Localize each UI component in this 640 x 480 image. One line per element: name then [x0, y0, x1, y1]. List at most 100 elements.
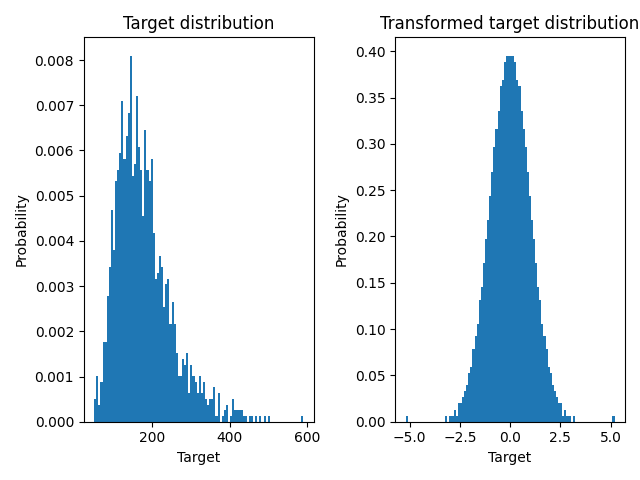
Bar [111, 210, 113, 422]
Bar [205, 399, 207, 422]
Bar [168, 279, 170, 422]
Bar [566, 416, 568, 422]
Bar [107, 296, 109, 422]
Bar [485, 239, 487, 422]
Bar [516, 80, 518, 422]
Bar [552, 385, 554, 422]
Bar [172, 301, 173, 422]
Bar [406, 416, 408, 422]
Bar [460, 403, 462, 422]
Bar [462, 397, 464, 422]
Bar [487, 220, 489, 422]
Bar [115, 181, 117, 422]
Bar [264, 416, 266, 422]
Bar [207, 405, 209, 422]
Title: Target distribution: Target distribution [123, 15, 275, 33]
Bar [445, 416, 447, 422]
Bar [173, 324, 176, 422]
Bar [508, 56, 510, 422]
Bar [477, 324, 479, 422]
Bar [213, 387, 216, 422]
Bar [150, 158, 153, 422]
Bar [474, 336, 477, 422]
Bar [153, 233, 155, 422]
Bar [259, 416, 261, 422]
Bar [495, 129, 497, 422]
Bar [548, 367, 550, 422]
Bar [244, 416, 247, 422]
Bar [236, 410, 239, 422]
Bar [458, 403, 460, 422]
Bar [157, 273, 159, 422]
Bar [564, 409, 566, 422]
Bar [558, 403, 560, 422]
Bar [537, 288, 540, 422]
Bar [563, 416, 564, 422]
Bar [527, 171, 529, 422]
Y-axis label: Probability: Probability [15, 192, 29, 266]
Bar [523, 129, 525, 422]
Bar [502, 80, 504, 422]
Bar [201, 393, 203, 422]
Bar [529, 196, 531, 422]
Bar [489, 196, 492, 422]
Bar [510, 56, 512, 422]
Bar [301, 416, 303, 422]
Bar [472, 348, 474, 422]
Bar [218, 393, 220, 422]
Bar [221, 416, 224, 422]
Bar [464, 391, 466, 422]
Bar [124, 158, 125, 422]
Bar [612, 416, 614, 422]
Bar [136, 96, 138, 422]
Title: Transformed target distribution: Transformed target distribution [380, 15, 640, 33]
Bar [216, 416, 218, 422]
Bar [470, 367, 472, 422]
Bar [468, 373, 470, 422]
Bar [96, 376, 99, 422]
Bar [554, 391, 556, 422]
Bar [533, 239, 535, 422]
Bar [573, 416, 575, 422]
Bar [113, 250, 115, 422]
Bar [102, 342, 105, 422]
Bar [492, 171, 493, 422]
Bar [134, 164, 136, 422]
Bar [268, 416, 270, 422]
Bar [241, 410, 243, 422]
Bar [178, 376, 180, 422]
Bar [145, 130, 147, 422]
Bar [109, 267, 111, 422]
Bar [147, 170, 148, 422]
Bar [122, 101, 124, 422]
Bar [142, 216, 145, 422]
Bar [466, 385, 468, 422]
Bar [186, 353, 188, 422]
Bar [493, 147, 495, 422]
Bar [535, 263, 537, 422]
Bar [196, 393, 198, 422]
Bar [504, 62, 506, 422]
Bar [148, 181, 150, 422]
Bar [195, 382, 196, 422]
Bar [556, 397, 558, 422]
Bar [255, 416, 257, 422]
Bar [545, 348, 548, 422]
Bar [99, 405, 100, 422]
Bar [249, 416, 251, 422]
Bar [243, 416, 244, 422]
Bar [230, 416, 232, 422]
Bar [184, 364, 186, 422]
Bar [193, 376, 195, 422]
Bar [514, 62, 516, 422]
Bar [239, 410, 241, 422]
Bar [94, 399, 96, 422]
Bar [127, 113, 130, 422]
Bar [500, 86, 502, 422]
Bar [560, 403, 563, 422]
X-axis label: Target: Target [177, 451, 220, 465]
Bar [130, 56, 132, 422]
Bar [180, 376, 182, 422]
Bar [456, 416, 458, 422]
Bar [550, 373, 552, 422]
